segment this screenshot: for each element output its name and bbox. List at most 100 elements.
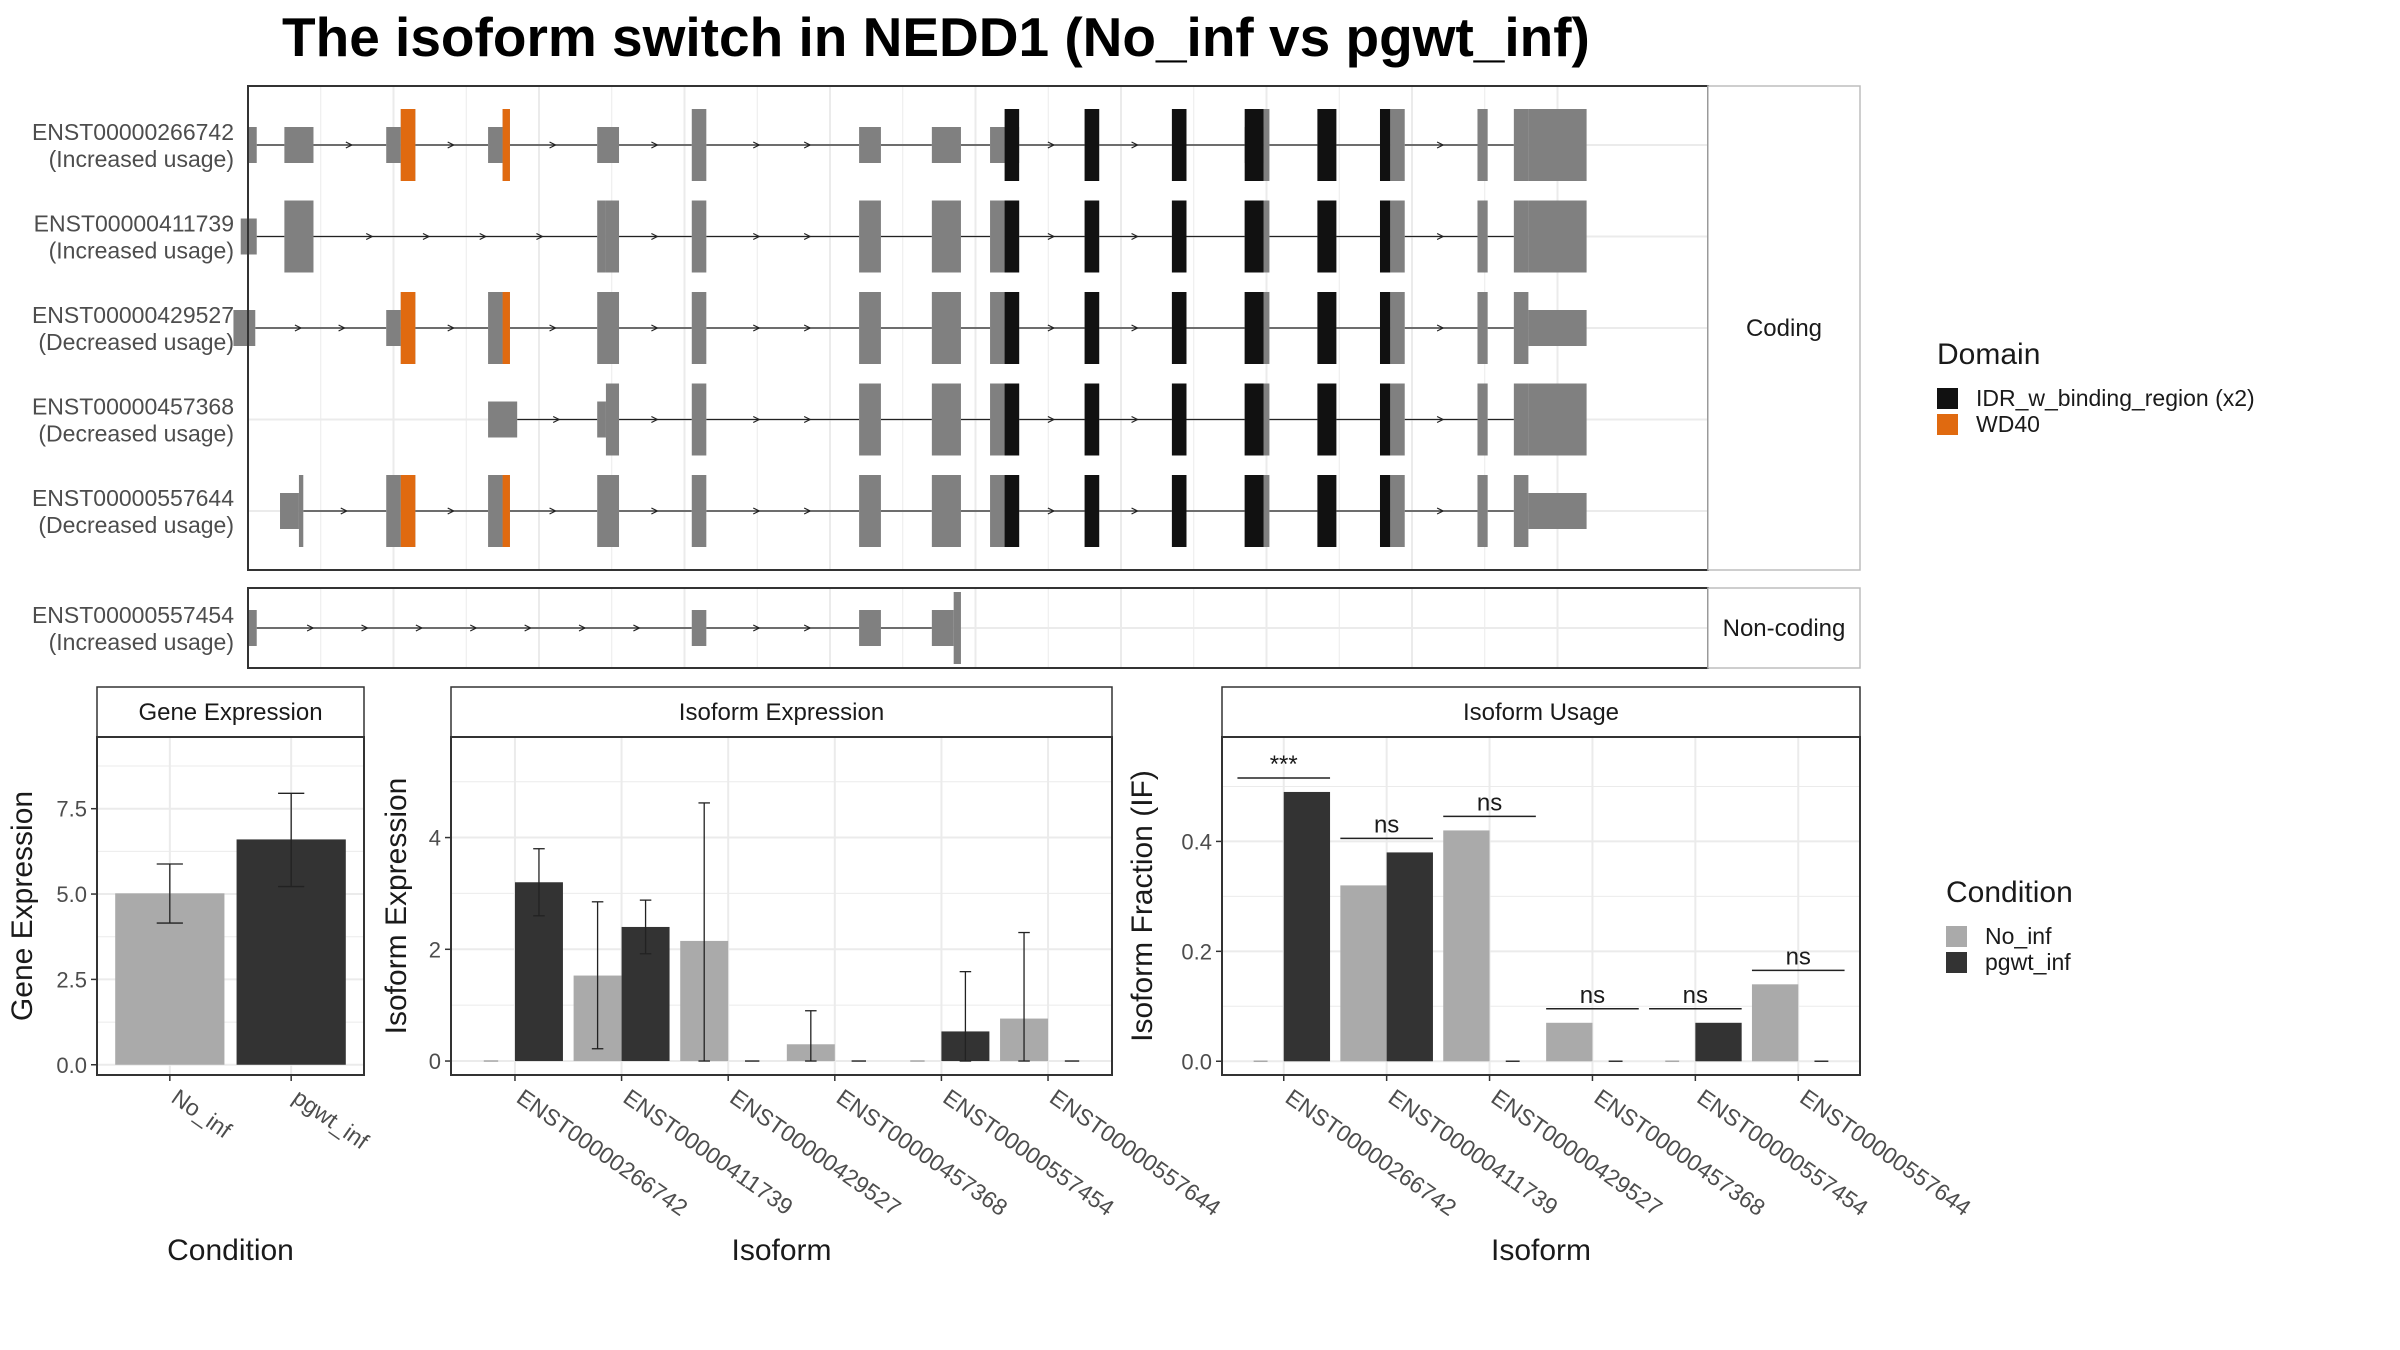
x-tick-label: ENST00000557644 <box>1795 1084 1976 1221</box>
strand-arrow <box>803 141 812 149</box>
coding-exon <box>1477 292 1488 364</box>
idr-domain <box>1244 475 1264 547</box>
strand-arrow <box>1047 324 1056 332</box>
coding-exon <box>990 292 1005 364</box>
isoform-expression-panel: Isoform Expression024ENST00000266742ENST… <box>380 686 1226 1267</box>
utr-exon <box>1528 310 1587 346</box>
idr-domain <box>1317 292 1337 364</box>
coding-exon <box>931 200 961 273</box>
idr-domain <box>1244 292 1264 364</box>
coding-exon <box>1263 292 1270 364</box>
y-axis-title: Isoform Fraction (IF) <box>1126 770 1159 1042</box>
wd40-domain <box>400 475 416 547</box>
coding-exon <box>990 383 1005 456</box>
strand-arrow <box>1131 507 1139 515</box>
strand-arrow <box>803 324 812 332</box>
wd40-domain <box>502 292 510 364</box>
legend-key <box>1946 926 1967 947</box>
y-tick-label: 7.5 <box>56 797 87 822</box>
strand-arrow <box>340 507 349 515</box>
transcript-usage-label: (Decreased usage) <box>38 512 234 538</box>
strand-arrow <box>469 624 478 632</box>
legend-label: WD40 <box>1976 411 2040 437</box>
coding-exon <box>931 383 961 456</box>
panel-border <box>450 736 1113 1076</box>
y-tick-label: 2 <box>429 937 441 962</box>
coding-exon <box>488 292 503 364</box>
x-tick-label: ENST00000411739 <box>1384 1084 1563 1220</box>
idr-domain <box>1084 292 1100 364</box>
idr-domain <box>1379 292 1391 364</box>
idr-domain <box>1004 200 1020 273</box>
coding-exon <box>488 475 503 547</box>
panel-strip <box>1221 686 1861 738</box>
coding-exon <box>990 475 1005 547</box>
idr-domain <box>1317 475 1337 547</box>
significance-label: ns <box>1477 789 1502 816</box>
coding-exon <box>953 592 961 664</box>
y-tick-label: 0.0 <box>1181 1049 1212 1074</box>
utr-exon <box>248 127 257 163</box>
wd40-domain <box>502 475 510 547</box>
x-tick-label: ENST00000266742 <box>512 1084 692 1221</box>
noncoding-structure-panel: ENST00000557454(Increased usage) Non-codi… <box>32 587 1861 669</box>
strand-arrow <box>1436 507 1445 515</box>
strand-arrow <box>633 624 641 632</box>
strand-arrow <box>345 141 354 149</box>
utr-exon <box>597 127 620 163</box>
legend-key <box>1946 952 1967 973</box>
utr-exon <box>386 310 401 346</box>
strand-arrow <box>1131 324 1139 332</box>
strand-arrow <box>752 415 761 424</box>
utr-exon <box>386 127 401 163</box>
strand-arrow <box>552 415 561 424</box>
coding-exon <box>1477 200 1488 273</box>
strand-arrow <box>1047 415 1056 424</box>
utr-exon <box>488 127 503 163</box>
strand-arrow <box>549 324 557 332</box>
panel-border <box>96 736 365 1076</box>
strand-arrow <box>447 141 456 149</box>
coding-exon <box>597 292 620 364</box>
strand-arrow <box>1047 507 1056 515</box>
transcript-id-label: ENST00000429527 <box>32 302 234 328</box>
facet-strip-label: Coding <box>1746 315 1822 342</box>
y-axis-title: Gene Expression <box>6 791 39 1021</box>
strand-arrow <box>752 141 761 149</box>
strand-arrow <box>651 232 659 241</box>
idr-domain <box>1171 292 1187 364</box>
coding-exon <box>597 200 606 273</box>
idr-domain <box>1084 109 1100 181</box>
idr-domain <box>1379 475 1391 547</box>
strand-arrow <box>447 507 456 515</box>
y-tick-label: 0.4 <box>1181 829 1212 854</box>
strand-arrow <box>1131 141 1139 149</box>
utr-exon <box>931 127 961 163</box>
strand-arrow <box>651 507 659 515</box>
coding-exon <box>859 383 881 456</box>
strand-arrow <box>447 324 456 332</box>
strand-arrow <box>1131 415 1139 424</box>
idr-domain <box>1004 475 1020 547</box>
coding-exon <box>931 292 961 364</box>
domain-legend: Domain IDR_w_binding_region (x2)WD40 <box>1937 338 2255 437</box>
idr-domain <box>1379 383 1391 456</box>
utr-exon <box>1528 493 1587 529</box>
strand-arrow <box>651 415 659 424</box>
transcript-id-label: ENST00000457368 <box>32 394 234 420</box>
legend-label: IDR_w_binding_region (x2) <box>1976 385 2255 411</box>
coding-exon <box>1390 200 1405 273</box>
strand-arrow <box>479 232 488 241</box>
panel-strip-title: Gene Expression <box>138 699 322 726</box>
utr-exon <box>931 610 954 646</box>
utr-exon <box>280 493 299 529</box>
strand-arrow <box>536 232 544 241</box>
strand-arrow <box>1436 415 1445 424</box>
x-tick-label: pgwt_inf <box>288 1084 374 1155</box>
x-tick-label: ENST00000429527 <box>1487 1084 1667 1221</box>
x-tick-label: ENST00000429527 <box>725 1084 905 1221</box>
bar <box>1443 830 1490 1062</box>
strand-arrow <box>578 624 587 632</box>
transcript-id-label: ENST00000411739 <box>34 211 234 237</box>
